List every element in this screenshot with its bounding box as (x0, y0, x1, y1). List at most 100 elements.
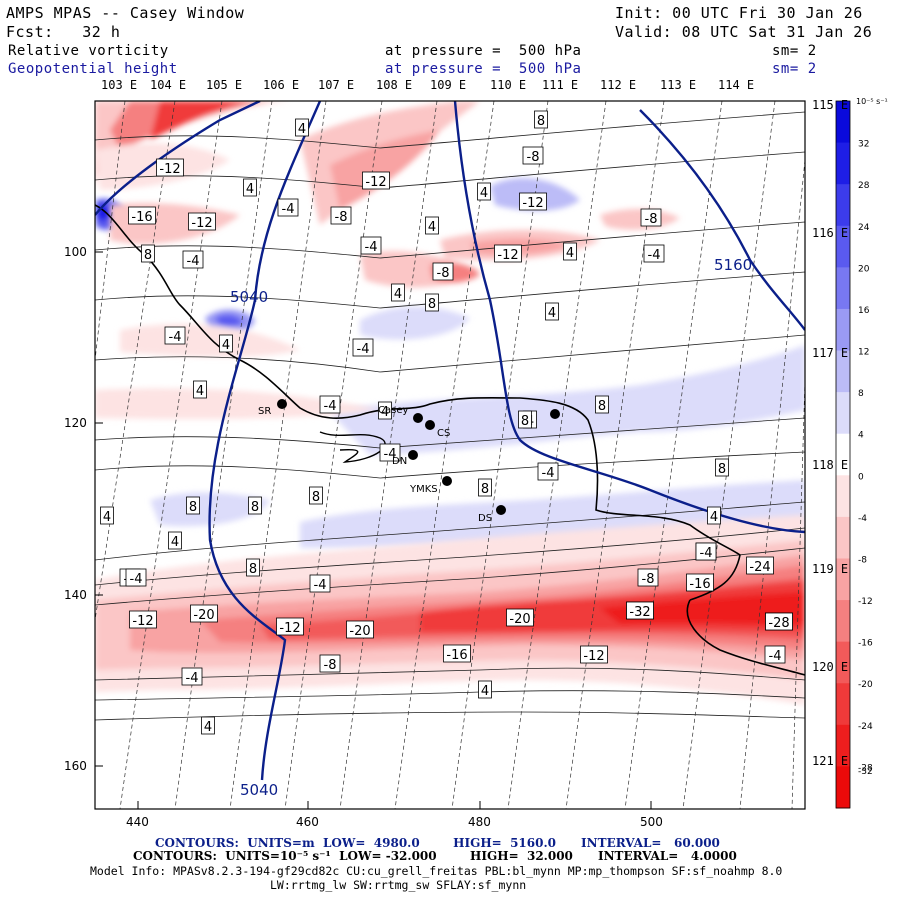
forecast-hour: Fcst: 32 h (6, 23, 121, 41)
top-longitude-label: 113 E (660, 78, 697, 92)
station-marker (408, 450, 418, 460)
colorbar-level-label: -8 (858, 555, 867, 565)
vorticity-label: -12 (279, 621, 300, 636)
vorticity-label-box (360, 236, 382, 255)
vorticity-label-box (746, 556, 774, 575)
vorticity-label-box (246, 558, 260, 577)
model-physics-info: LW:rrtmg_lw SW:rrtmg_sw SFLAY:sf_mynn (270, 878, 527, 892)
x-axis-tick-label: 440 (126, 815, 149, 829)
vorticity-label: 8 (312, 490, 320, 505)
vorticity-label-box (276, 617, 304, 636)
colorbar-swatch (836, 184, 850, 227)
vorticity-label: -8 (437, 266, 450, 281)
field1-level: at pressure = 500 hPa (385, 43, 582, 59)
vorticity-label: -8 (645, 212, 658, 227)
right-longitude-label: 118 E (812, 458, 849, 472)
vorticity-label-box (765, 612, 793, 631)
top-longitude-label: 104 E (150, 78, 187, 92)
height-contour-label: 5160 (714, 256, 752, 274)
vorticity-label: -4 (357, 342, 370, 357)
vorticity-label: -12 (159, 162, 180, 177)
vorticity-label: 4 (394, 287, 402, 302)
station-label: YMKS (409, 484, 438, 495)
colorbar-level-label: -24 (858, 722, 873, 732)
vorticity-label: 4 (171, 535, 179, 550)
vorticity-label: 4 (246, 182, 254, 197)
colorbar-level-label: -16 (858, 639, 873, 649)
vorticity-label: -4 (169, 330, 182, 345)
vorticity-label-box (494, 244, 522, 263)
vorticity-label-box (125, 568, 147, 587)
vorticity-label-box (478, 680, 492, 699)
y-axis-tick-label: 160 (64, 759, 87, 773)
station-marker (277, 399, 287, 409)
vorticity-label: 8 (521, 414, 529, 429)
top-longitude-label: 111 E (542, 78, 579, 92)
vorticity-label-box (201, 716, 215, 735)
colorbar-swatch (836, 267, 850, 310)
top-longitude-label: 107 E (318, 78, 355, 92)
vorticity-label-box (319, 395, 341, 414)
vorticity-label-box (190, 604, 218, 623)
field2-name: Geopotential height (8, 61, 178, 77)
vorticity-label: 8 (598, 399, 606, 414)
vorticity-label-box (537, 462, 559, 481)
colorbar-level-label: 0 (858, 472, 864, 482)
vorticity-label: 8 (251, 500, 259, 515)
x-axis-tick-label: 460 (296, 815, 319, 829)
vorticity-label: -4 (324, 399, 337, 414)
vorticity-label: 4 (481, 684, 489, 699)
vorticity-label: 4 (298, 122, 306, 137)
x-axis-tick-label: 500 (640, 815, 663, 829)
vorticity-label: -4 (700, 546, 713, 561)
vorticity-label: 4 (710, 510, 718, 525)
vorticity-label-box (378, 401, 392, 420)
vorticity-label: 8 (249, 562, 257, 577)
vorticity-label: 8 (718, 462, 726, 477)
station-marker (550, 409, 560, 419)
vorticity-label: -4 (186, 671, 199, 686)
colorbar-unit: 10⁻⁵ s⁻¹ (856, 97, 888, 106)
vorticity-label-box (379, 443, 401, 462)
vorticity-label-box (248, 496, 262, 515)
colorbar-swatch (836, 641, 850, 684)
colorbar-level-label: -4 (858, 514, 867, 524)
top-longitude-label: 114 E (718, 78, 755, 92)
vorticity-label-box (637, 568, 659, 587)
vorticity-contour-info: CONTOURS: UNITS=10⁻⁵ s⁻¹ LOW= -32.000 HI… (133, 849, 737, 863)
station-label: SR (258, 406, 271, 417)
colorbar-level-label: 20 (858, 264, 870, 274)
vorticity-label: 4 (480, 186, 488, 201)
valid-time: Valid: 08 UTC Sat 31 Jan 26 (615, 23, 873, 41)
vorticity-label: -8 (335, 210, 348, 225)
vorticity-shading (95, 101, 805, 809)
vorticity-label: -4 (365, 240, 378, 255)
vorticity-label-box (330, 206, 352, 225)
vorticity-label-box (391, 283, 405, 302)
vorticity-label-box (243, 178, 257, 197)
vorticity-label-box (362, 171, 390, 190)
vorticity-label-box (640, 208, 662, 227)
colorbar-level-label: 24 (858, 223, 870, 233)
vorticity-label: -12 (522, 196, 543, 211)
colorbar-level-label: 8 (858, 389, 864, 399)
station-marker (413, 413, 423, 423)
vorticity-label: -4 (187, 254, 200, 269)
vorticity-label-box (156, 158, 184, 177)
vorticity-label-box (193, 380, 207, 399)
vorticity-label-box (219, 334, 233, 353)
vorticity-label: 4 (204, 720, 212, 735)
field2-level: at pressure = 500 hPa (385, 61, 582, 77)
colorbar-swatch (836, 600, 850, 643)
vorticity-label: -12 (583, 649, 604, 664)
vorticity-label-box (519, 192, 547, 211)
y-axis-tick-label: 120 (64, 416, 87, 430)
vorticity-label-box (563, 242, 577, 261)
colorbar-swatch (836, 142, 850, 185)
vorticity-label-box (309, 486, 323, 505)
vorticity-label: 4 (381, 405, 389, 420)
model-window-title: AMPS MPAS -- Casey Window (6, 4, 245, 22)
station-label: DN (392, 456, 407, 467)
vorticity-label-box (188, 212, 216, 231)
vorticity-label-box (425, 293, 439, 312)
